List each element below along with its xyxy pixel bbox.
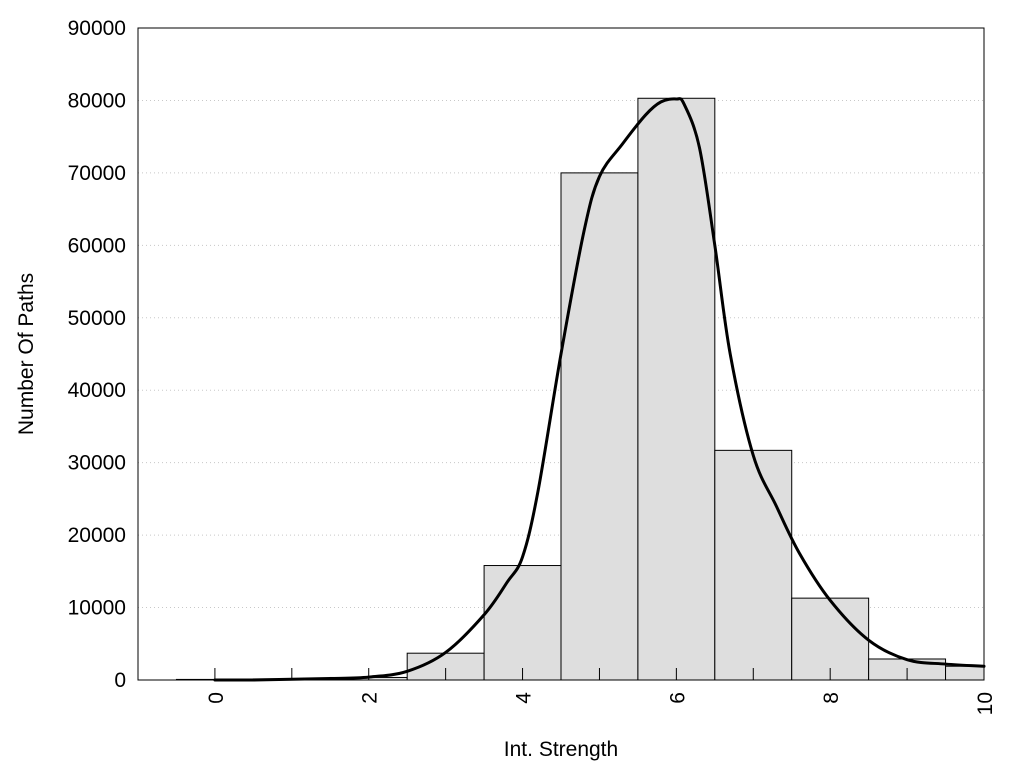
y-tick-label: 90000: [68, 17, 126, 40]
bars-layer: [175, 97, 985, 681]
histogram-bar: [945, 665, 985, 681]
y-tick-label: 0: [114, 669, 126, 692]
x-tick-label: 0: [205, 692, 228, 704]
plot-frame: [137, 27, 985, 681]
histogram-bar: [483, 565, 562, 681]
histogram-bar: [714, 449, 793, 681]
x-axis-label: Int. Strength: [504, 738, 618, 761]
histogram-bar: [791, 597, 870, 681]
histogram-bar: [637, 97, 716, 681]
y-tick-label: 80000: [68, 89, 126, 112]
x-tick-label: 6: [666, 692, 689, 704]
y-tick-label: 60000: [68, 234, 126, 257]
x-tick-label: 2: [359, 692, 382, 704]
y-tick-label: 20000: [68, 524, 126, 547]
y-axis-ticks: 0 10000 20000 30000 40000 50000 60000 70000 8000…: [68, 17, 126, 692]
curve-layer: [213, 97, 986, 682]
y-tick-label: 70000: [68, 162, 126, 185]
x-tick-label: 4: [513, 692, 536, 704]
y-tick-label: 10000: [68, 597, 126, 620]
grid-layer: [138, 99, 984, 609]
histogram-bar: [560, 172, 639, 681]
x-axis-ticks: 0 2 4 6 8 10: [205, 668, 997, 715]
y-tick-label: 40000: [68, 379, 126, 402]
y-axis-label: Number Of Paths: [15, 273, 38, 435]
x-tick-label: 10: [974, 692, 997, 715]
y-tick-label: 50000: [68, 307, 126, 330]
y-tick-label: 30000: [68, 452, 126, 475]
x-tick-label: 8: [820, 692, 843, 704]
density-curve: [213, 97, 986, 682]
